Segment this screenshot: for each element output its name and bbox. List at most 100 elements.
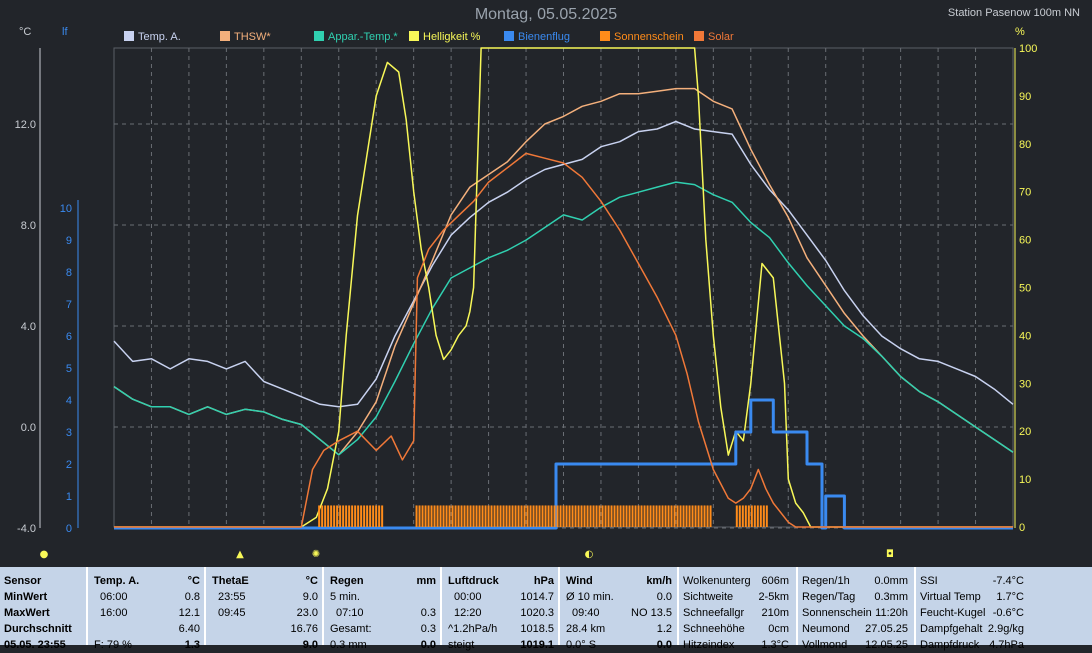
- sunshine-bar: [619, 505, 622, 527]
- legend-item-sonnenschein[interactable]: Sonnenschein: [600, 31, 684, 43]
- lf-axis-tick-label: 6: [66, 331, 72, 343]
- lf-axis-tick-label: 4: [66, 395, 72, 407]
- sunshine-bar: [469, 505, 472, 527]
- sunshine-bar: [697, 505, 700, 527]
- sunshine-bar: [330, 505, 333, 527]
- stats-misc-value: 606m: [761, 575, 789, 587]
- stats-misc-value: 1.7°C: [996, 591, 1024, 603]
- sunshine-bar: [676, 505, 679, 527]
- stats-misc-label: Sonnenschein: [802, 607, 872, 619]
- stats-misc-label: Virtual Temp: [920, 591, 981, 603]
- stats-regen-unit: mm: [416, 575, 436, 587]
- moonrise-icon: ◘: [886, 549, 894, 560]
- stats-row-label: MaxWert: [4, 607, 50, 619]
- sunshine-bar: [574, 505, 577, 527]
- station-label: Station Pasenow 100m NN: [947, 7, 1080, 19]
- sunshine-bar: [700, 505, 703, 527]
- sunshine-bar: [667, 505, 670, 527]
- sunshine-bar: [448, 505, 451, 527]
- sunshine-bar: [454, 505, 457, 527]
- sunshine-bar: [709, 505, 712, 527]
- lf-axis-tick-label: 9: [66, 235, 72, 247]
- sunshine-bar: [592, 505, 595, 527]
- legend-item-helligkeit[interactable]: Helligkeit %: [409, 31, 480, 43]
- percent-axis-tick-label: 20: [1019, 426, 1031, 438]
- stats-sensor-panel: Sensor MinWert MaxWert Durchschnitt 05.0…: [4, 567, 84, 651]
- stats-regen-value: 0.0: [420, 639, 436, 651]
- sunshine-bar: [577, 505, 580, 527]
- sunshine-bar: [327, 505, 330, 527]
- legend-item-solar[interactable]: Solar: [694, 31, 734, 43]
- sunshine-bar: [511, 505, 514, 527]
- sunshine-bar: [517, 505, 520, 527]
- stats-separator: [558, 567, 560, 645]
- stats-druck-panel: Luftdruck hPa 00:00 1014.7 12:20 1020.3 ^1.2hP…: [444, 567, 556, 651]
- sunshine-bar: [544, 505, 547, 527]
- sunshine-bar: [595, 505, 598, 527]
- sunshine-bar: [765, 505, 768, 527]
- lf-axis-tick-label: 0: [66, 523, 72, 535]
- sunshine-bar: [529, 505, 532, 527]
- stats-temp-time: 06:00: [100, 591, 128, 603]
- percent-axis-tick-label: 10: [1019, 474, 1031, 486]
- stats-thetae-time: 23:55: [218, 591, 246, 603]
- sunshine-bar: [363, 505, 366, 527]
- sunshine-bar: [535, 505, 538, 527]
- stats-misc-label: Feucht-Kugel: [920, 607, 986, 619]
- sunshine-bar: [664, 505, 667, 527]
- stats-misc-label: Vollmond: [802, 639, 848, 651]
- lf-axis-tick-label: 7: [66, 299, 72, 311]
- sunshine-bar: [610, 505, 613, 527]
- legend-swatch: [409, 31, 419, 41]
- sunshine-bar: [442, 505, 445, 527]
- sunshine-bar: [324, 505, 327, 527]
- series-bienenflug: [114, 398, 1013, 530]
- stats-wind-value: 1.2: [656, 623, 672, 635]
- stats-misc-label: Schneefallgr: [683, 607, 745, 619]
- sunshine-bar: [366, 505, 369, 527]
- stats-separator: [914, 567, 916, 645]
- stats-temp-unit: °C: [187, 575, 200, 587]
- sunshine-bar: [571, 505, 574, 527]
- sunshine-bar: [604, 505, 607, 527]
- stats-temp-time: 16:00: [100, 607, 128, 619]
- sunshine-bar: [451, 505, 454, 527]
- sunshine-bar: [514, 505, 517, 527]
- stats-thetae-value: 9.0: [302, 639, 318, 651]
- sunshine-bar: [520, 505, 523, 527]
- stats-misc-value: 0.3mm: [874, 591, 908, 603]
- stats-wind-time: 09:40: [572, 607, 600, 619]
- sunshine-bar: [499, 505, 502, 527]
- sunshine-bar: [741, 505, 744, 527]
- legend-item-bienenflug[interactable]: Bienenflug: [504, 31, 570, 43]
- stats-separator: [440, 567, 442, 645]
- legend-item-thsw[interactable]: THSW*: [220, 31, 271, 43]
- stats-misc-label: Dampfgehalt: [920, 623, 983, 635]
- stats-druck-value: 1014.7: [520, 591, 554, 603]
- legend-swatch: [124, 31, 134, 41]
- sunshine-bar: [490, 505, 493, 527]
- sunshine-bar: [628, 505, 631, 527]
- stats-wind-value: 0.0: [656, 639, 672, 651]
- stats-temp-value: 1.3: [184, 639, 200, 651]
- stats-temp-header: Temp. A.: [94, 575, 140, 587]
- sunrise-icon: ▲: [236, 549, 244, 560]
- stats-thetae-panel: ThetaE °C 23:55 9.0 09:45 23.0 16.76 9.0: [208, 567, 320, 651]
- legend-item-temp[interactable]: Temp. A.: [124, 31, 181, 43]
- lf-axis-tick-label: 10: [60, 203, 72, 215]
- sunshine-bar: [375, 505, 378, 527]
- stats-misc-value: 27.05.25: [865, 623, 908, 635]
- stats-thetae-value: 9.0: [302, 591, 318, 603]
- sunshine-bar: [658, 505, 661, 527]
- stats-thetae-time: 09:45: [218, 607, 246, 619]
- stats-regen-value: 0.3: [420, 607, 436, 619]
- sunshine-bar: [457, 505, 460, 527]
- sunshine-bar: [670, 505, 673, 527]
- stats-druck-unit: hPa: [533, 575, 554, 587]
- legend-item-apparent[interactable]: Appar.-Temp.*: [314, 31, 398, 43]
- stats-regen-panel: Regen mm 5 min. 07:10 0.3 Gesamt: 0.3 0.3 mm 0.0: [326, 567, 438, 651]
- stats-wind-panel: Wind km/h Ø 10 min. 0.0 09:40 NO 13.5 28.4 km 1…: [562, 567, 674, 651]
- sunshine-bar: [631, 505, 634, 527]
- stats-regen-time: 0.3 mm: [330, 639, 367, 651]
- temp-axis-tick-label: 4.0: [21, 321, 36, 333]
